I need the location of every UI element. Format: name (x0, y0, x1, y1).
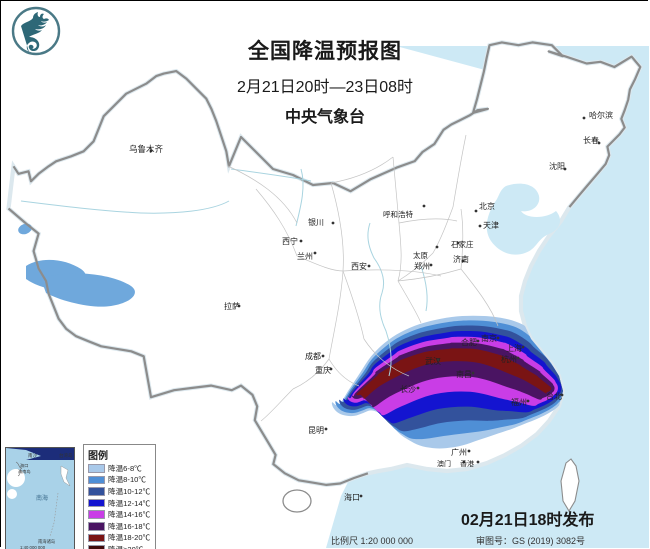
svg-text:南海: 南海 (36, 494, 48, 502)
svg-text:台湾岛: 台湾岛 (59, 452, 73, 459)
svg-text:南海诸岛: 南海诸岛 (38, 538, 55, 545)
svg-text:海南岛: 海南岛 (18, 468, 31, 475)
svg-text:海口: 海口 (20, 462, 28, 469)
svg-text:1:40 000 000: 1:40 000 000 (20, 545, 46, 549)
svg-text:南沙: 南沙 (28, 452, 37, 458)
